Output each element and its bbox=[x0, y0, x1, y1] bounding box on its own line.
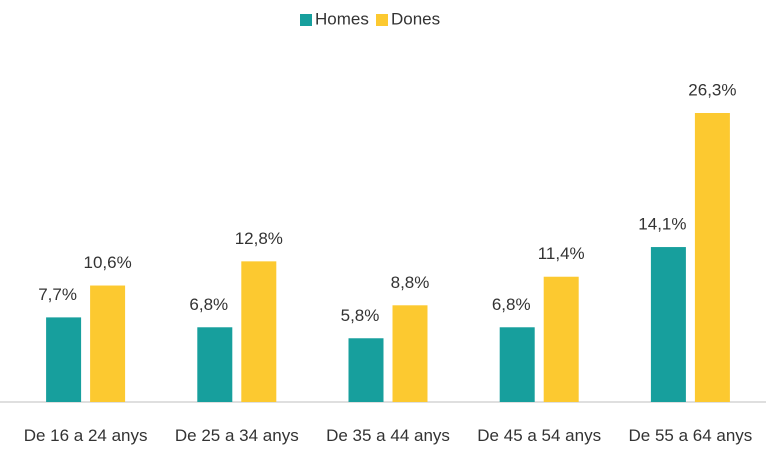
x-tick-label: De 16 a 24 anys bbox=[23, 426, 148, 445]
x-tick-label: De 55 a 64 anys bbox=[628, 426, 753, 445]
x-tick-label: De 25 a 34 anys bbox=[174, 426, 299, 445]
data-label: 8,8% bbox=[391, 273, 430, 292]
bar bbox=[46, 317, 82, 402]
bar bbox=[197, 327, 233, 402]
legend-swatch bbox=[300, 14, 312, 26]
data-label: 6,8% bbox=[189, 295, 228, 314]
data-label: 6,8% bbox=[492, 295, 531, 314]
data-label: 12,8% bbox=[235, 229, 283, 248]
data-label: 7,7% bbox=[38, 285, 77, 304]
data-label: 14,1% bbox=[638, 215, 686, 234]
bar bbox=[650, 247, 686, 402]
data-label: 11,4% bbox=[538, 244, 585, 263]
legend-label: Dones bbox=[391, 9, 440, 28]
bar bbox=[241, 261, 277, 402]
legend-swatch bbox=[376, 14, 388, 26]
bar bbox=[392, 305, 428, 402]
data-label: 26,3% bbox=[688, 80, 736, 99]
x-tick-label: De 35 a 44 anys bbox=[326, 426, 450, 445]
data-label: 10,6% bbox=[83, 253, 131, 272]
legend-label: Homes bbox=[315, 9, 369, 28]
bar bbox=[90, 285, 126, 402]
data-label: 5,8% bbox=[341, 306, 380, 325]
x-tick-label: De 45 a 54 anys bbox=[477, 426, 602, 445]
bar bbox=[543, 276, 579, 402]
bar bbox=[694, 113, 730, 402]
bar bbox=[499, 327, 535, 402]
bar bbox=[348, 338, 384, 402]
